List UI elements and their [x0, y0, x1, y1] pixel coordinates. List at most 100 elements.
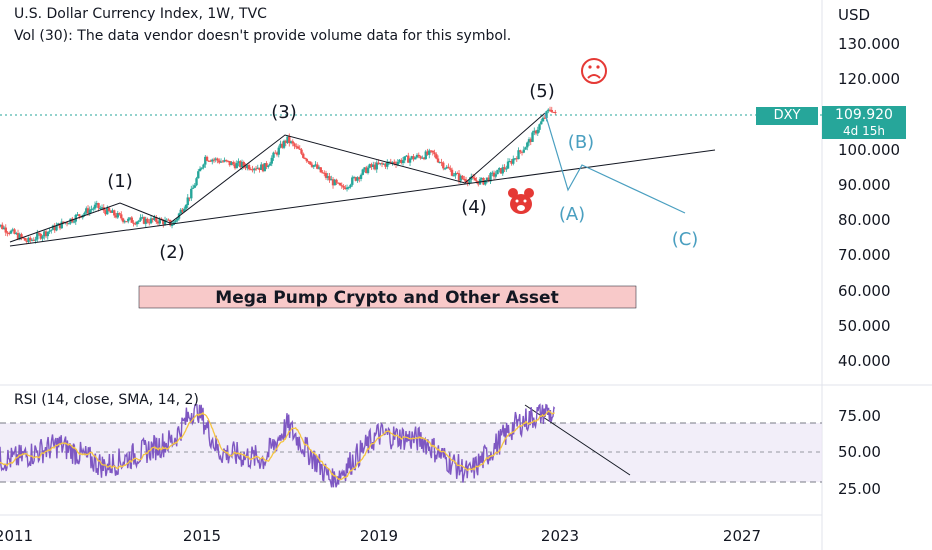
candle-body	[440, 162, 443, 164]
candle-body	[72, 221, 76, 223]
candle-body	[104, 210, 107, 215]
sad-face-icon	[581, 58, 607, 84]
candle-body	[34, 239, 37, 241]
candle-body	[512, 158, 515, 164]
candle-body	[534, 130, 538, 134]
candle-body	[85, 208, 88, 213]
candle-body	[421, 157, 424, 159]
candle-body	[375, 162, 378, 170]
candle-body	[359, 174, 363, 179]
candle-body	[55, 225, 58, 231]
candle-body	[18, 234, 21, 240]
candle-body	[267, 165, 270, 167]
candle-body	[204, 156, 207, 165]
candle-body	[422, 157, 426, 160]
candle-body	[386, 161, 389, 167]
candle-body	[506, 161, 510, 169]
candle-body	[368, 164, 371, 168]
candle-body	[127, 218, 130, 222]
candle-body	[135, 221, 139, 225]
candle-body	[520, 151, 524, 153]
candle-body	[295, 146, 298, 148]
candle-body	[387, 161, 391, 163]
candle-body	[137, 220, 140, 222]
candle-body	[132, 222, 135, 224]
rsi-sma-line	[0, 409, 555, 481]
candle-body	[163, 220, 167, 225]
rsi-line	[0, 403, 556, 488]
candle-body	[536, 129, 539, 134]
candle-body	[435, 154, 438, 159]
candle-body	[352, 177, 356, 179]
candle-body	[477, 181, 480, 185]
candle-body	[384, 163, 387, 167]
candle-body	[148, 222, 151, 224]
candle-body	[146, 218, 149, 223]
candle-body	[270, 157, 273, 164]
candle-body	[111, 210, 114, 213]
candle-body	[429, 150, 433, 152]
candle-body	[377, 162, 380, 165]
candle-body	[151, 218, 154, 220]
candlestick-series	[0, 106, 557, 245]
candle-body	[279, 143, 282, 148]
candle-body	[289, 141, 293, 144]
rsi-legend: RSI (14, close, SMA, 14, 2)	[14, 392, 199, 408]
candle-body	[519, 150, 522, 152]
candle-body	[16, 233, 20, 240]
candle-body	[527, 139, 531, 143]
candle-body	[545, 111, 548, 119]
candle-body	[424, 151, 427, 160]
candle-body	[29, 237, 32, 241]
candle-body	[1, 224, 4, 230]
candle-body	[249, 169, 252, 171]
candle-body	[438, 162, 441, 164]
candle-body	[9, 230, 13, 234]
candle-body	[65, 222, 69, 224]
candle-body	[309, 161, 312, 165]
y-tick-label: 50.000	[838, 317, 891, 335]
candle-body	[39, 233, 42, 239]
candle-body	[100, 207, 104, 209]
candle-body	[286, 136, 289, 143]
wave-label-c: (C)	[672, 229, 699, 250]
candle-body	[548, 109, 552, 111]
candle-body	[316, 164, 319, 169]
candle-body	[447, 166, 450, 169]
candle-body	[365, 167, 368, 174]
candle-body	[78, 214, 81, 217]
candle-body	[538, 124, 541, 130]
candle-body	[181, 209, 184, 212]
candle-body	[522, 149, 525, 153]
candle-body	[428, 150, 431, 155]
candle-body	[223, 159, 226, 162]
candle-body	[216, 158, 219, 161]
y-tick-label: 70.000	[838, 246, 891, 264]
candle-body	[337, 182, 340, 184]
candle-body	[120, 214, 123, 219]
annotation-text: Mega Pump Crypto and Other Asset	[215, 288, 558, 308]
candle-body	[242, 162, 245, 167]
candle-body	[134, 223, 137, 225]
candle-body	[198, 168, 202, 172]
candle-body	[62, 221, 65, 224]
wave-label-a: (A)	[559, 204, 585, 225]
candle-body	[221, 161, 224, 163]
candle-body	[165, 219, 168, 221]
candle-body	[347, 187, 350, 189]
candle-body	[188, 197, 191, 199]
wave-line	[9, 112, 546, 243]
candle-body	[272, 152, 275, 158]
candle-body	[412, 156, 415, 160]
rsi-tick-label: 75.00	[838, 407, 881, 425]
candle-body	[445, 166, 448, 169]
candle-body	[310, 164, 314, 167]
candle-body	[480, 178, 483, 180]
candle-body	[449, 168, 452, 170]
candle-body	[46, 231, 49, 237]
candle-body	[344, 187, 347, 190]
candle-body	[408, 158, 412, 163]
candle-body	[209, 160, 212, 162]
candle-body	[268, 163, 272, 166]
